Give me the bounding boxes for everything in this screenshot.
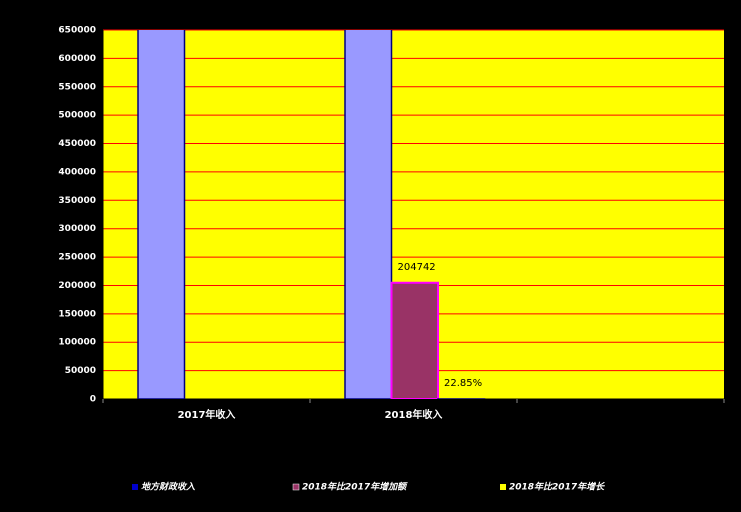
y-tick-label: 0 [90,395,96,405]
legend-marker [500,484,506,490]
y-tick-label: 650000 [58,26,96,36]
y-tick-label: 550000 [58,82,96,92]
legend-label: 2018年比2017年增加额 [302,482,408,493]
bar [344,30,393,399]
value-label: 204742 [398,262,436,273]
y-tick-label: 600000 [58,54,96,64]
y-tick-label: 250000 [58,253,96,263]
bars [137,30,486,399]
y-tick-label: 300000 [58,224,96,234]
y-tick-label: 50000 [65,366,96,376]
y-tick-label: 450000 [58,139,96,149]
legend-marker [292,483,300,491]
y-tick-label: 400000 [58,167,96,177]
legend-label: 地方财政收入 [141,482,195,493]
y-tick-label: 100000 [58,338,96,348]
y-tick-label: 150000 [58,309,96,319]
y-tick-label: 350000 [58,196,96,206]
x-tick-label: 2018年收入 [385,408,443,421]
x-tick-label: 2017年收入 [178,408,236,421]
y-tick-label: 500000 [58,111,96,121]
legend-marker [132,484,138,490]
value-label: 22.85% [444,378,482,389]
y-tick-label: 200000 [58,281,96,291]
bar [390,281,439,399]
legend-label: 2018年比2017年增长 [509,482,605,493]
bar [137,30,186,399]
